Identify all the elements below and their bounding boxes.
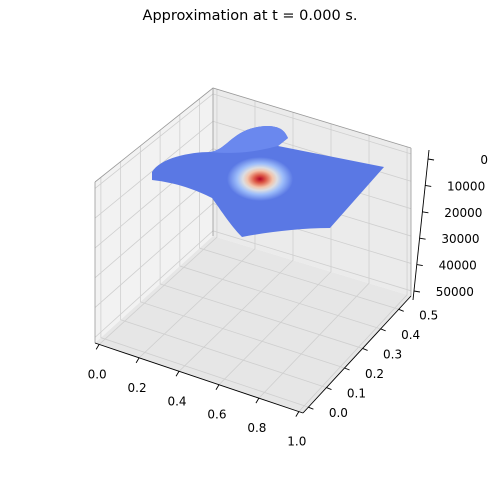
z-tick-mark [422,211,429,214]
x-tick-label: 0.0 [88,367,107,381]
y-tick-label: 0.0 [329,406,348,420]
x-tick-mark [255,397,260,404]
x-tick-label: 0.6 [207,408,226,422]
x-tick-mark [215,384,220,390]
y-gridline [120,161,327,388]
x-tick-label: 0.2 [128,381,147,395]
y-tick-label: 0.1 [347,387,366,401]
x-axis-line [94,342,304,414]
y-tick-label: 0.2 [365,367,384,381]
surface-bump [227,157,293,201]
z-tick-label: 30000 [441,232,479,246]
grid-lines [94,89,412,412]
x-gridline [98,89,218,345]
y-tick-label: 0.4 [401,328,420,342]
y-tick-mark [344,367,350,371]
y-gridline [199,98,399,310]
x-gridline [258,135,370,399]
z-tick-label: 10000 [447,179,485,193]
y-tick-mark [380,328,386,332]
z-tick-mark [413,290,421,293]
z-tick-label: 20000 [444,206,482,220]
z-tick-mark [419,237,426,240]
y-tick-mark [326,387,332,390]
x-tick-mark [295,411,300,417]
y-tick-label: 0.3 [383,347,402,361]
x-tick-mark [175,371,180,377]
z-tick-label: 0 [480,153,488,167]
y-tick-label: 0.5 [419,308,438,322]
x-tick-mark [135,357,140,364]
y-gridline [159,130,363,349]
x-tick-label: 0.8 [247,421,266,435]
z-axis-line [412,149,430,301]
z-tick-label: 40000 [439,259,477,273]
z-tick-label: 50000 [436,285,474,299]
x-tick-label: 0.4 [167,394,186,408]
pane-floor [95,236,411,413]
y-gridline [139,145,345,369]
y-tick-mark [362,348,368,351]
chart-title: Approximation at t = 0.000 s. [142,8,358,24]
y-tick-mark [398,308,404,312]
pane-left-wall [95,88,213,343]
y-tick-mark [308,406,314,410]
z-tick-mark [427,158,435,161]
y-axis-line [302,295,412,414]
z-tick-mark [425,184,432,187]
x-tick-label: 1.0 [287,435,306,449]
x-gridline [298,146,408,412]
pane-edges [94,87,412,343]
y-gridline [100,177,309,408]
z-tick-mark [416,264,423,267]
x-tick-mark [95,344,100,350]
